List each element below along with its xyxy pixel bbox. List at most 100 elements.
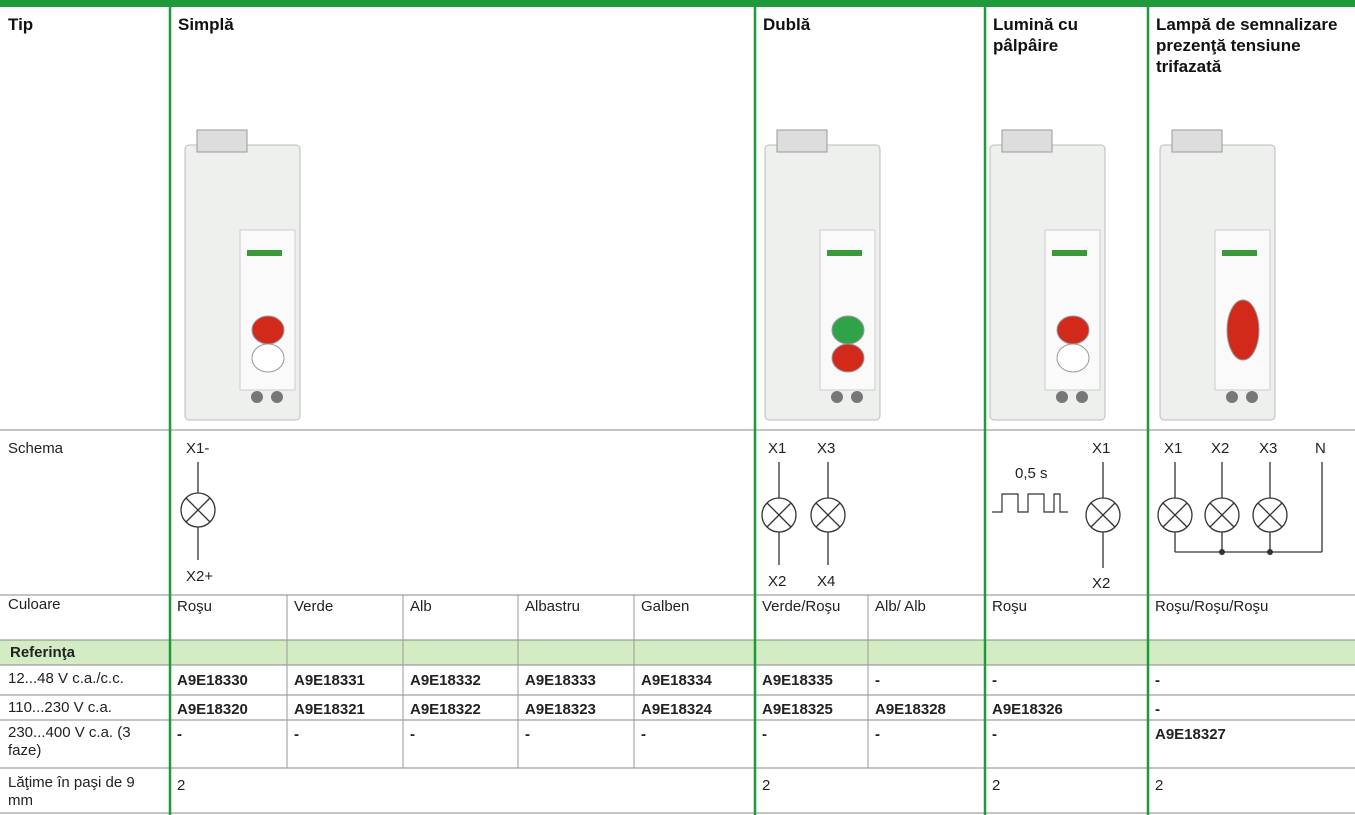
- width-cell: 2: [177, 777, 186, 794]
- device-clip: [776, 129, 828, 153]
- column-header: Dublă: [763, 15, 811, 34]
- device-clip: [196, 129, 248, 153]
- lamp-cross: [1209, 502, 1235, 528]
- terminal-label: X1: [1164, 440, 1183, 457]
- column-header: Simplă: [178, 15, 234, 34]
- device-logo: [827, 250, 862, 256]
- color-cell: Roşu: [992, 598, 1028, 615]
- reference-cell: -: [294, 726, 299, 743]
- reference-cell: A9E18328: [875, 701, 946, 718]
- reference-cell: -: [992, 726, 997, 743]
- device-terminal: [251, 391, 263, 403]
- terminal-label: X3: [817, 440, 836, 457]
- reference-cell: A9E18330: [177, 672, 248, 689]
- reference-cell: -: [992, 672, 997, 689]
- reference-cell: A9E18321: [294, 701, 365, 718]
- reference-cell: -: [875, 726, 880, 743]
- reference-cell: A9E18334: [641, 672, 712, 689]
- column-header: Lampă de semnalizare prezenţă tensiune t…: [1156, 15, 1338, 76]
- color-cell: Roşu/Roşu/Roşu: [1155, 598, 1269, 615]
- color-cell: Verde/Roşu: [762, 598, 841, 615]
- device-terminal: [1076, 391, 1088, 403]
- reference-cell: -: [410, 726, 415, 743]
- reference-cell: -: [177, 726, 182, 743]
- reference-cell: A9E18325: [762, 701, 833, 718]
- section-title: Referinţa: [10, 644, 76, 661]
- width-cell: 2: [1155, 777, 1164, 794]
- color-cell: Verde: [294, 598, 334, 615]
- device-terminal: [831, 391, 843, 403]
- device-terminal: [1246, 391, 1258, 403]
- reference-cell: A9E18332: [410, 672, 481, 689]
- device-clip: [1001, 129, 1053, 153]
- column-header: Lumină cu pâlpâire: [993, 15, 1079, 55]
- terminal-label: X1: [1092, 440, 1111, 457]
- reference-cell: A9E18324: [641, 701, 712, 718]
- terminal-label: X2: [1092, 575, 1111, 592]
- color-cell: Albastru: [525, 598, 581, 615]
- reference-cell: -: [1155, 672, 1160, 689]
- device-led: [251, 315, 285, 345]
- reference-cell: A9E18333: [525, 672, 596, 689]
- reference-cell: -: [641, 726, 646, 743]
- device-led: [1226, 299, 1260, 361]
- terminal-label: N: [1315, 440, 1326, 457]
- device-clip: [1171, 129, 1223, 153]
- terminal-label: X3: [1259, 440, 1278, 457]
- lamp-cross: [1090, 502, 1116, 528]
- width-cell: 2: [762, 777, 771, 794]
- reference-cell: -: [1155, 701, 1160, 718]
- reference-cell: -: [762, 726, 767, 743]
- reference-cell: A9E18326: [992, 701, 1063, 718]
- row-label: 110...230 V c.a.: [8, 699, 112, 716]
- reference-cell: A9E18323: [525, 701, 596, 718]
- device-logo: [247, 250, 282, 256]
- reference-cell: A9E18320: [177, 701, 248, 718]
- column-header: Tip: [8, 15, 34, 34]
- section-band: [0, 640, 1355, 665]
- reference-cell: A9E18327: [1155, 726, 1226, 743]
- reference-cell: -: [875, 672, 880, 689]
- pulse-label: 0,5 s: [1015, 465, 1048, 482]
- device-terminal: [1226, 391, 1238, 403]
- device-terminal: [271, 391, 283, 403]
- terminal-label: X1: [768, 440, 787, 457]
- device-led: [251, 343, 285, 373]
- lamp-cross: [1257, 502, 1283, 528]
- terminal-label: X1-: [186, 440, 210, 457]
- device-logo: [1052, 250, 1087, 256]
- lamp-cross: [185, 497, 211, 523]
- terminal-label: X2+: [186, 568, 214, 585]
- terminal-label: X4: [817, 573, 836, 590]
- reference-cell: A9E18322: [410, 701, 481, 718]
- terminal-label: X2: [768, 573, 787, 590]
- row-label: 230...400 V c.a. (3 faze): [8, 724, 131, 759]
- device-terminal: [1056, 391, 1068, 403]
- device-logo: [1222, 250, 1257, 256]
- color-cell: Roşu: [177, 598, 213, 615]
- row-label: Lăţime în paşi de 9 mm: [8, 774, 135, 809]
- row-label: 12...48 V c.a./c.c.: [8, 670, 124, 687]
- device-led: [831, 343, 865, 373]
- row-label: Schema: [8, 440, 64, 457]
- row-label: Culoare: [8, 596, 61, 613]
- pulse-symbol: [992, 493, 1068, 513]
- terminal-label: X2: [1211, 440, 1230, 457]
- reference-cell: -: [525, 726, 530, 743]
- reference-cell: A9E18335: [762, 672, 833, 689]
- color-cell: Alb/ Alb: [875, 598, 926, 615]
- width-cell: 2: [992, 777, 1001, 794]
- lamp-cross: [815, 502, 841, 528]
- device-led: [1056, 343, 1090, 373]
- color-cell: Alb: [410, 598, 432, 615]
- reference-cell: A9E18331: [294, 672, 365, 689]
- header-bar: [0, 0, 1355, 7]
- lamp-cross: [766, 502, 792, 528]
- device-led: [1056, 315, 1090, 345]
- color-cell: Galben: [641, 598, 690, 615]
- lamp-cross: [1162, 502, 1188, 528]
- device-terminal: [851, 391, 863, 403]
- device-led: [831, 315, 865, 345]
